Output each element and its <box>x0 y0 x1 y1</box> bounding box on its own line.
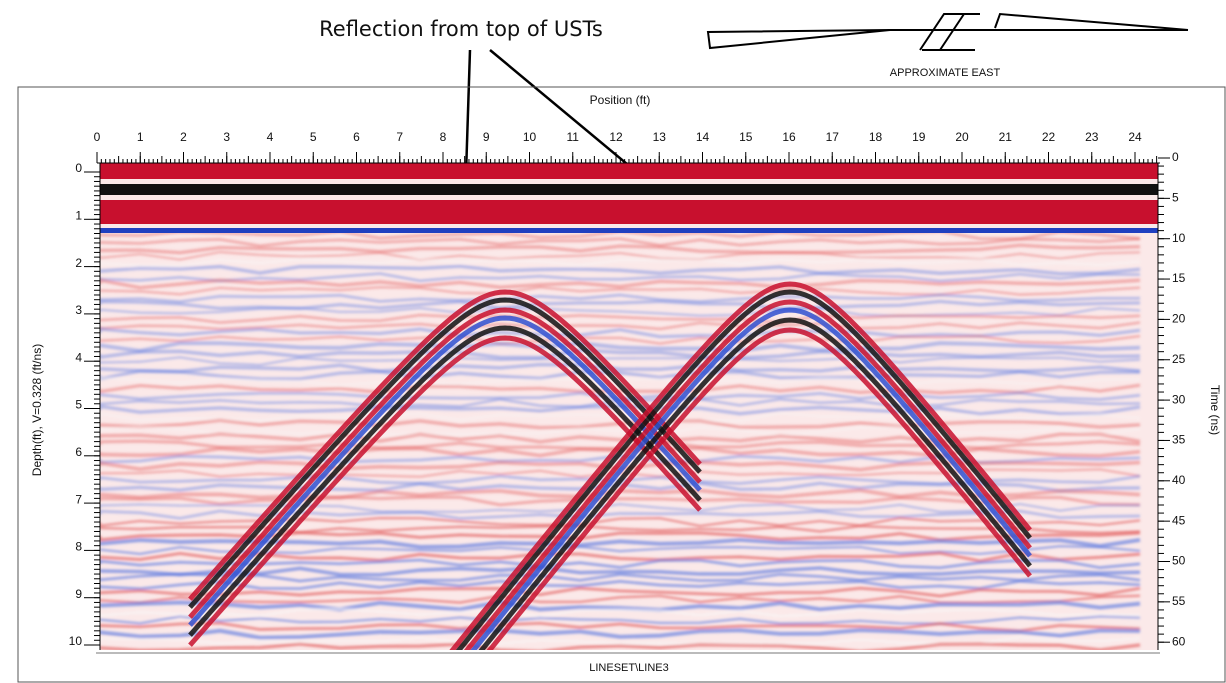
annotation: Reflection from top of USTs <box>319 17 603 41</box>
x-tick-label: 1 <box>137 130 144 144</box>
x-tick-label: 4 <box>267 130 274 144</box>
depth-tick-label: 9 <box>75 587 82 601</box>
x-tick-label: 12 <box>609 130 623 144</box>
time-tick-label: 40 <box>1172 473 1186 487</box>
x-tick-label: 24 <box>1128 130 1142 144</box>
depth-tick-label: 0 <box>75 161 82 175</box>
depth-tick-label: 2 <box>75 256 82 270</box>
x-tick-label: 11 <box>567 130 580 144</box>
x-tick-label: 6 <box>353 130 360 144</box>
time-tick-label: 45 <box>1172 513 1186 527</box>
depth-tick-label: 4 <box>75 350 82 364</box>
north-arrow <box>708 14 1188 50</box>
surface-band <box>100 200 1160 224</box>
x-axis-label: Position (ft) <box>590 93 651 107</box>
x-tick-label: 19 <box>912 130 926 144</box>
time-axis-label: Time (ns) <box>1208 385 1222 435</box>
depth-tick-label: 3 <box>75 303 82 317</box>
x-tick-label: 3 <box>223 130 230 144</box>
depth-tick-label: 6 <box>75 445 82 459</box>
x-tick-label: 23 <box>1085 130 1099 144</box>
depth-tick-label: 5 <box>75 398 82 412</box>
depth-axis-label: Depth(ft), V=0.328 (ft/ns) <box>30 344 44 476</box>
direction-label: APPROXIMATE EAST <box>890 67 1001 79</box>
x-tick-label: 17 <box>826 130 840 144</box>
surface-band <box>100 163 1160 179</box>
time-tick-label: 20 <box>1172 312 1186 326</box>
x-tick-label: 15 <box>739 130 753 144</box>
x-tick-label: 13 <box>653 130 667 144</box>
depth-tick-label: 8 <box>75 540 82 554</box>
x-tick-label: 5 <box>310 130 317 144</box>
surface-band <box>100 184 1160 195</box>
x-tick-label: 14 <box>696 130 710 144</box>
radargram <box>100 163 1160 683</box>
time-tick-label: 5 <box>1172 191 1179 205</box>
time-tick-label: 15 <box>1172 271 1186 285</box>
time-tick-label: 35 <box>1172 433 1186 447</box>
figure: Reflection from top of USTs APPROXIMATE … <box>0 0 1226 683</box>
x-tick-label: 18 <box>869 130 883 144</box>
time-tick-label: 55 <box>1172 594 1186 608</box>
x-tick-label: 8 <box>440 130 447 144</box>
time-tick-label: 30 <box>1172 392 1186 406</box>
x-tick-label: 7 <box>396 130 403 144</box>
x-tick-label: 22 <box>1042 130 1056 144</box>
time-tick-label: 25 <box>1172 352 1186 366</box>
time-tick-label: 50 <box>1172 554 1186 568</box>
time-tick-label: 0 <box>1172 150 1179 164</box>
line-name: LINESET\LINE3 <box>589 662 668 674</box>
x-tick-label: 21 <box>999 130 1013 144</box>
depth-tick-label: 10 <box>69 634 83 648</box>
time-tick-label: 60 <box>1172 634 1186 648</box>
depth-tick-label: 1 <box>75 208 82 222</box>
x-tick-label: 20 <box>955 130 969 144</box>
time-tick-label: 10 <box>1172 231 1186 245</box>
x-tick-label: 2 <box>180 130 187 144</box>
surface-band <box>100 228 1160 233</box>
x-tick-label: 16 <box>782 130 796 144</box>
x-tick-label: 10 <box>523 130 537 144</box>
depth-tick-label: 7 <box>75 492 82 506</box>
x-tick-label: 9 <box>483 130 490 144</box>
x-tick-label: 0 <box>94 130 101 144</box>
